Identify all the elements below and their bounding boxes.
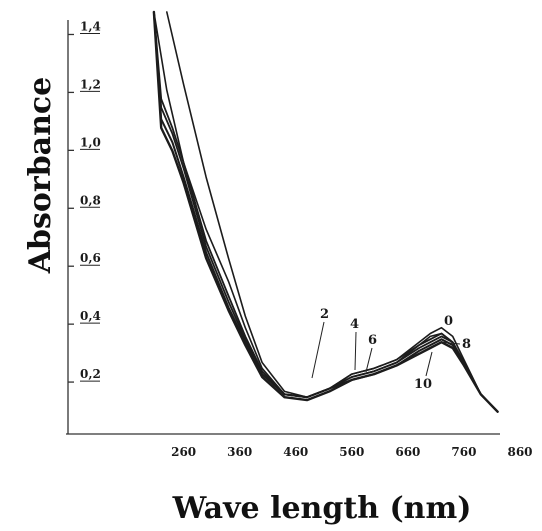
x-tick-label: 460	[283, 445, 308, 459]
curve-label-10: 10	[414, 377, 432, 392]
series-line-0	[166, 11, 499, 413]
x-axis-label: Wave length (nm)	[172, 491, 472, 526]
y-axis-label: Absorbance	[23, 77, 58, 275]
series-line-8	[152, 11, 499, 413]
y-tick-label: 0,2	[80, 367, 101, 381]
series-line-4	[153, 11, 499, 413]
curve-label-0: 0	[444, 314, 453, 329]
y-tick-label: 1,0	[80, 135, 101, 149]
y-tick-label: 0,4	[80, 309, 101, 323]
series-line-6	[153, 11, 499, 413]
x-tick-label: 860	[507, 445, 532, 459]
curve-label-2: 2	[320, 307, 329, 322]
x-tick-label: 360	[227, 445, 252, 459]
curve-leader-8	[439, 341, 461, 345]
x-tick-label: 660	[395, 445, 420, 459]
curve-leader-4	[354, 331, 357, 371]
curve-leader-10	[425, 351, 433, 377]
series-line-2	[153, 11, 499, 413]
y-tick-label: 1,4	[80, 19, 101, 33]
curve-leader-6	[365, 347, 373, 373]
curve-label-4: 4	[350, 317, 359, 332]
curve-label-8: 8	[462, 337, 471, 352]
chart-curve-labels: 0 2 46 8 10	[311, 307, 471, 392]
chart-series	[152, 10, 499, 413]
y-tick-label: 0,6	[80, 251, 101, 265]
y-tick-label: 0,8	[80, 193, 101, 207]
curve-leader-2	[311, 321, 325, 379]
y-tick-label: 1,2	[80, 77, 101, 91]
series-line-10	[152, 10, 499, 413]
curve-label-6: 6	[368, 333, 377, 348]
x-tick-label: 560	[339, 445, 364, 459]
chart-axes	[66, 20, 500, 435]
x-tick-label: 760	[451, 445, 476, 459]
x-tick-label: 260	[171, 445, 196, 459]
